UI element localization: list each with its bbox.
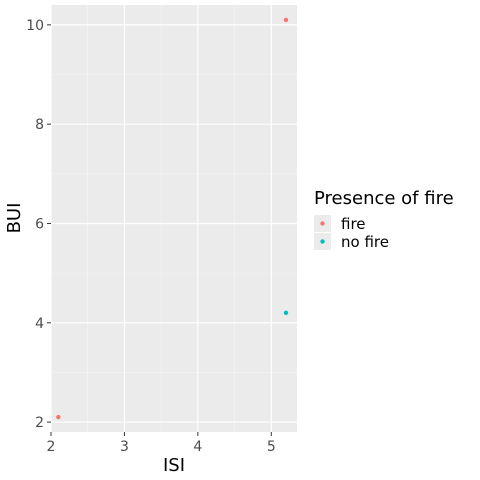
x-axis-title: ISI (163, 455, 185, 476)
plot-panel (51, 5, 297, 432)
x-tick-label: 5 (267, 439, 276, 455)
data-point-fire (283, 17, 289, 23)
legend-key-dot (320, 239, 325, 244)
legend-title: Presence of fire (314, 188, 454, 209)
grid-minor (51, 5, 297, 432)
y-tick-label: 4 (35, 316, 44, 332)
y-tick-label: 2 (35, 415, 44, 431)
data-points (56, 17, 289, 420)
data-point-fire (56, 414, 61, 420)
x-tick-label: 4 (193, 439, 202, 455)
grid-major (50, 5, 297, 432)
y-tick-label: 10 (26, 18, 44, 34)
y-tick-label: 8 (35, 117, 44, 133)
data-point-no-fire (283, 310, 289, 316)
legend-label: fire (341, 215, 366, 233)
axis-tick-labels: 2 3 4 5 2 4 6 8 10 (26, 18, 276, 455)
legend-label: no fire (341, 233, 389, 251)
y-tick-label: 6 (35, 216, 44, 232)
x-tick-label: 2 (47, 439, 56, 455)
x-tick-label: 3 (120, 439, 129, 455)
axis-ticks (47, 24, 272, 436)
legend-key-dot (320, 221, 325, 226)
y-axis-title: BUI (4, 203, 25, 234)
